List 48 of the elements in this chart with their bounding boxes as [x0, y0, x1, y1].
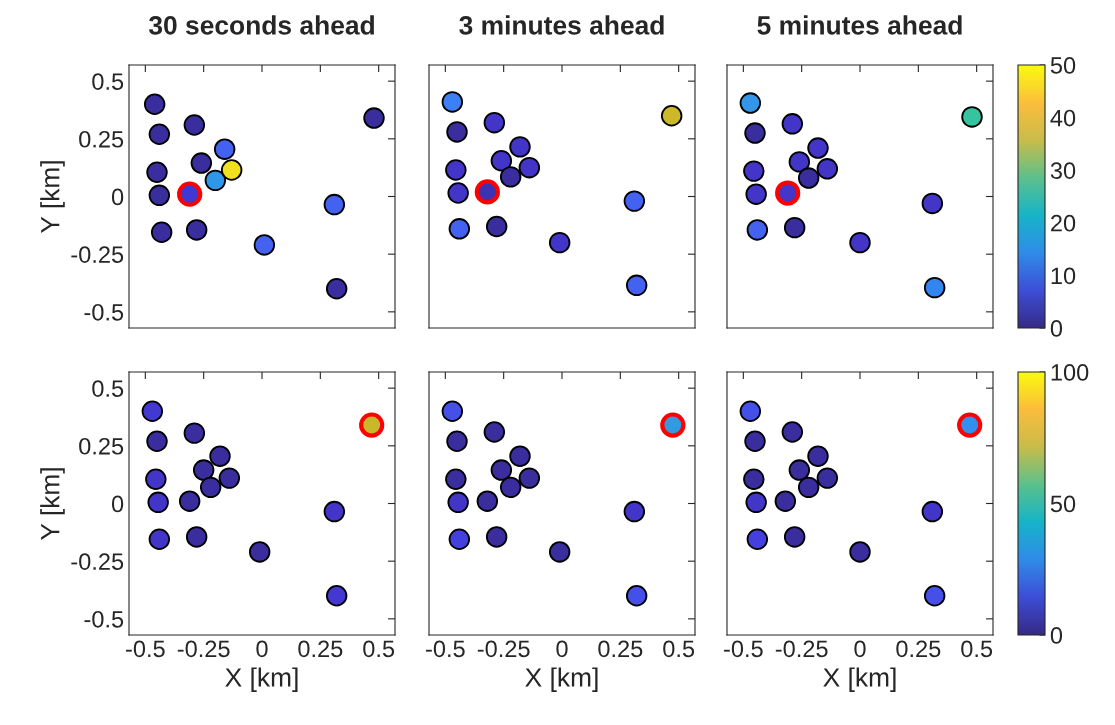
color-bar-label: 50 — [1050, 57, 1076, 74]
x-tick-label: -0.5 — [724, 640, 763, 658]
chart-title: 5 minutes ahead — [757, 15, 962, 35]
y-tick-label: 0.25 — [79, 437, 124, 455]
x-tick-label: 0 — [854, 640, 866, 658]
y-tick-label: -0.5 — [84, 610, 124, 628]
y-tick-label: -0.25 — [71, 246, 124, 263]
y-tick-label: -0.25 — [71, 553, 124, 570]
x-tick-label: -0.25 — [177, 640, 230, 658]
x-axis-title: X [km] — [525, 667, 598, 693]
y-tick-label: 0 — [111, 188, 124, 206]
x-tick-label: 0.5 — [663, 640, 695, 658]
x-tick-label: 0.5 — [961, 640, 993, 658]
point — [474, 179, 500, 205]
y-tick-label: 0.5 — [92, 73, 124, 90]
color-bar-label: 10 — [1051, 267, 1076, 285]
y-tick-label: 0.5 — [92, 380, 124, 397]
x-axis-title: X [km] — [823, 667, 896, 693]
x-tick-label: 0.25 — [896, 640, 941, 658]
chart-title: 30 seconds ahead — [148, 15, 374, 35]
x-tick-label: -0.25 — [775, 640, 828, 658]
color-bar-label: 50 — [1050, 495, 1076, 513]
x-tick-label: -0.5 — [126, 640, 165, 658]
point — [775, 180, 801, 206]
color-bar-label: 30 — [1050, 162, 1076, 179]
color-bar-label: 40 — [1050, 109, 1076, 127]
color-bar-label: 0 — [1050, 627, 1063, 644]
x-tick-label: 0 — [256, 640, 268, 658]
color-bar-label: 20 — [1051, 214, 1076, 232]
x-tick-label: 0 — [556, 640, 568, 658]
color-bar-label: 0 — [1050, 320, 1063, 337]
y-tick-label: 0 — [111, 495, 124, 513]
y-tick-label: 0.25 — [79, 130, 124, 148]
y-tick-label: -0.5 — [84, 303, 124, 321]
chart-title: 3 minutes ahead — [459, 15, 664, 35]
point — [660, 412, 686, 438]
x-tick-label: 0.25 — [298, 640, 343, 658]
point — [177, 181, 203, 207]
x-tick-label: 0.25 — [598, 640, 643, 658]
x-axis-title: X [km] — [225, 667, 298, 693]
y-axis-title: Y [km] — [40, 468, 65, 541]
point — [957, 412, 983, 438]
x-tick-label: 0.5 — [363, 640, 395, 658]
point — [359, 412, 385, 438]
x-tick-label: -0.25 — [477, 640, 530, 658]
x-tick-label: -0.5 — [426, 640, 465, 658]
color-bar-label: 100 — [1051, 364, 1089, 381]
y-axis-title: Y [km] — [40, 161, 65, 234]
